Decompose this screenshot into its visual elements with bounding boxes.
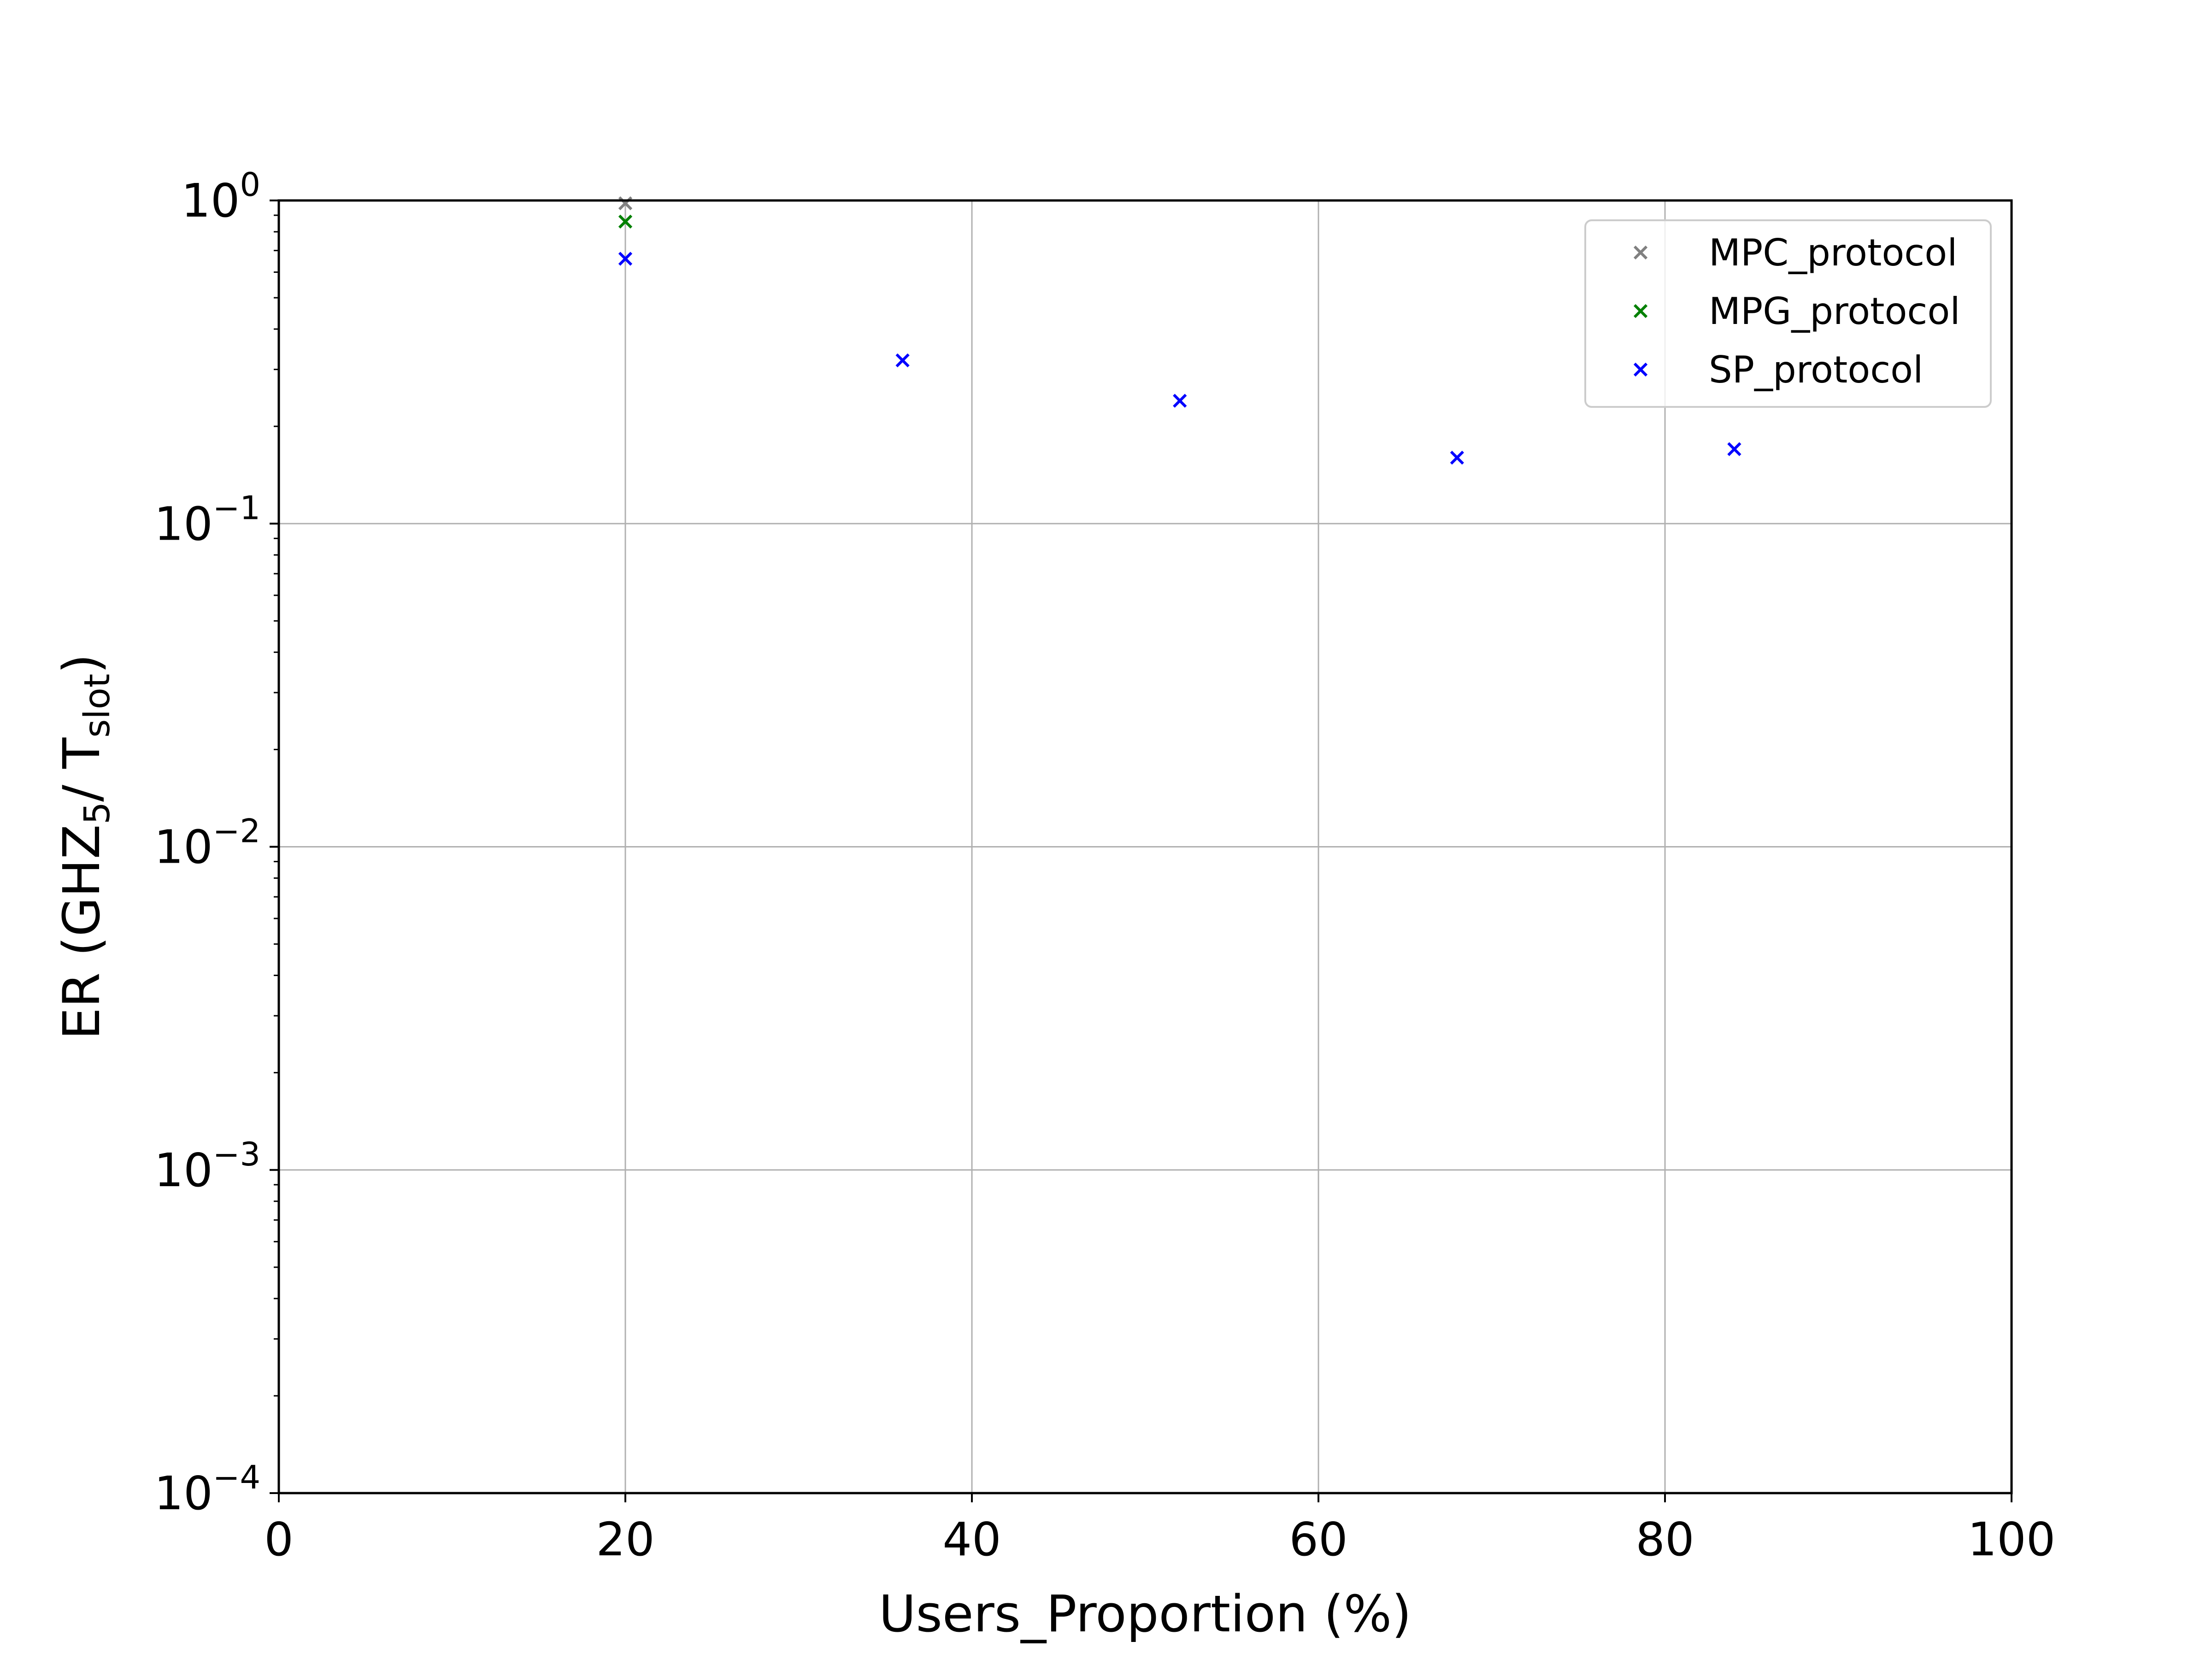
legend-box — [1584, 219, 1992, 408]
data-point — [895, 353, 910, 368]
y-axis-label-middle: / T — [52, 737, 111, 802]
y-tick-label: 10−2 — [154, 812, 260, 874]
legend-marker — [1633, 362, 1648, 377]
data-points — [618, 196, 1741, 465]
x-tick-label: 100 — [1968, 1512, 2056, 1566]
plot-frame — [277, 199, 2013, 1494]
legend: MPC_protocol MPG_protocol SP_protocol — [1584, 219, 1992, 408]
legend-label: MPC_protocol — [1709, 231, 1957, 274]
data-point — [618, 252, 633, 266]
y-tick-label: 10−3 — [154, 1135, 260, 1197]
legend-label: SP_protocol — [1709, 348, 1923, 391]
y-axis-label-prefix: ER (GHZ — [52, 824, 111, 1040]
y-axis-label-suffix: ) — [52, 654, 111, 674]
x-tick-label: 60 — [1289, 1512, 1347, 1566]
x-axis-label: Users_Proportion (%) — [879, 1584, 1412, 1643]
data-point — [1450, 450, 1464, 465]
data-point — [618, 214, 633, 229]
x-tick-label: 80 — [1635, 1512, 1694, 1566]
y-axis-label-subscript-2: slot — [77, 674, 118, 738]
legend-marker — [1633, 245, 1648, 260]
data-point — [1173, 394, 1187, 408]
y-tick-label: 10−1 — [154, 489, 260, 551]
legend-label: MPG_protocol — [1709, 290, 1960, 333]
x-tick-label: 0 — [264, 1512, 294, 1566]
data-point — [618, 196, 633, 211]
x-tick-label: 40 — [942, 1512, 1001, 1566]
x-axis: 0 20 40 60 80 100 — [264, 1493, 2055, 1566]
y-axis-label: ER (GHZ5/ Tslot) — [52, 654, 118, 1040]
legend-marker — [1633, 304, 1648, 318]
y-axis-label-subscript-1: 5 — [77, 802, 118, 824]
y-tick-label: 10−4 — [154, 1459, 260, 1520]
x-tick-label: 20 — [596, 1512, 654, 1566]
y-tick-label: 100 — [181, 166, 260, 228]
y-axis: 10−4 10−3 10−2 10−1 100 — [154, 166, 279, 1520]
data-point — [1727, 442, 1741, 456]
